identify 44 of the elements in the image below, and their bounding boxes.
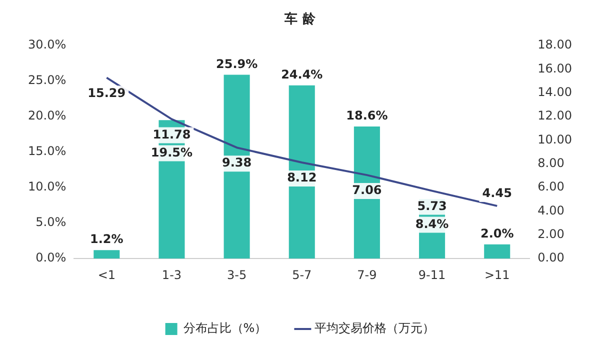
y2-tick-label: 12.00 xyxy=(538,108,572,123)
y2-tick-label: 0.00 xyxy=(538,250,564,265)
y2-tick-label: 16.00 xyxy=(538,61,572,76)
data-label: 9.38 xyxy=(222,156,252,170)
data-label: 7.06 xyxy=(352,183,382,198)
x-tick-label: 7-9 xyxy=(357,268,377,282)
data-label: 24.4% xyxy=(281,67,323,82)
data-label: 8.4% xyxy=(415,216,449,231)
data-label: 5.73 xyxy=(417,198,447,213)
bar xyxy=(224,74,250,259)
y-tick-label: 5.0% xyxy=(36,215,66,230)
legend-label: 分布占比（%） xyxy=(183,321,267,336)
y2-tick-label: 10.00 xyxy=(538,132,572,146)
data-label: 19.5% xyxy=(150,145,193,160)
x-tick-label: >11 xyxy=(484,268,510,282)
y2-tick-label: 8.00 xyxy=(538,156,564,170)
data-label: 8.12 xyxy=(287,170,317,185)
data-label: 18.6% xyxy=(346,108,388,123)
x-tick-label: 3-5 xyxy=(227,268,247,282)
y2-tick-label: 18.00 xyxy=(538,38,572,52)
chart-title: 车 龄 xyxy=(284,11,316,28)
bar xyxy=(94,250,120,259)
y2-tick-label: 6.00 xyxy=(538,180,564,194)
x-tick-label: 5-7 xyxy=(292,268,312,282)
x-tick-label: 1-3 xyxy=(162,268,182,282)
data-label: 2.0% xyxy=(480,226,514,241)
data-label: 11.78 xyxy=(152,127,191,142)
y-tick-label: 25.0% xyxy=(28,73,66,88)
y2-tick-label: 2.00 xyxy=(538,227,564,242)
x-tick-label: 9-11 xyxy=(418,268,446,282)
legend-label: 平均交易价格（万元） xyxy=(314,321,435,336)
y-tick-label: 10.0% xyxy=(28,180,66,194)
x-tick-label: <1 xyxy=(98,268,116,282)
y2-tick-label: 4.00 xyxy=(538,203,564,218)
y2-tick-label: 14.00 xyxy=(538,85,572,100)
data-label: 15.29 xyxy=(88,86,126,100)
bar xyxy=(484,244,510,259)
y-tick-label: 15.0% xyxy=(28,144,66,158)
data-label: 4.45 xyxy=(482,186,512,200)
y-tick-label: 0.0% xyxy=(36,250,66,265)
y-tick-label: 20.0% xyxy=(28,108,66,123)
y-tick-label: 30.0% xyxy=(28,38,66,52)
data-label: 1.2% xyxy=(90,232,124,246)
data-label: 25.9% xyxy=(216,56,258,71)
